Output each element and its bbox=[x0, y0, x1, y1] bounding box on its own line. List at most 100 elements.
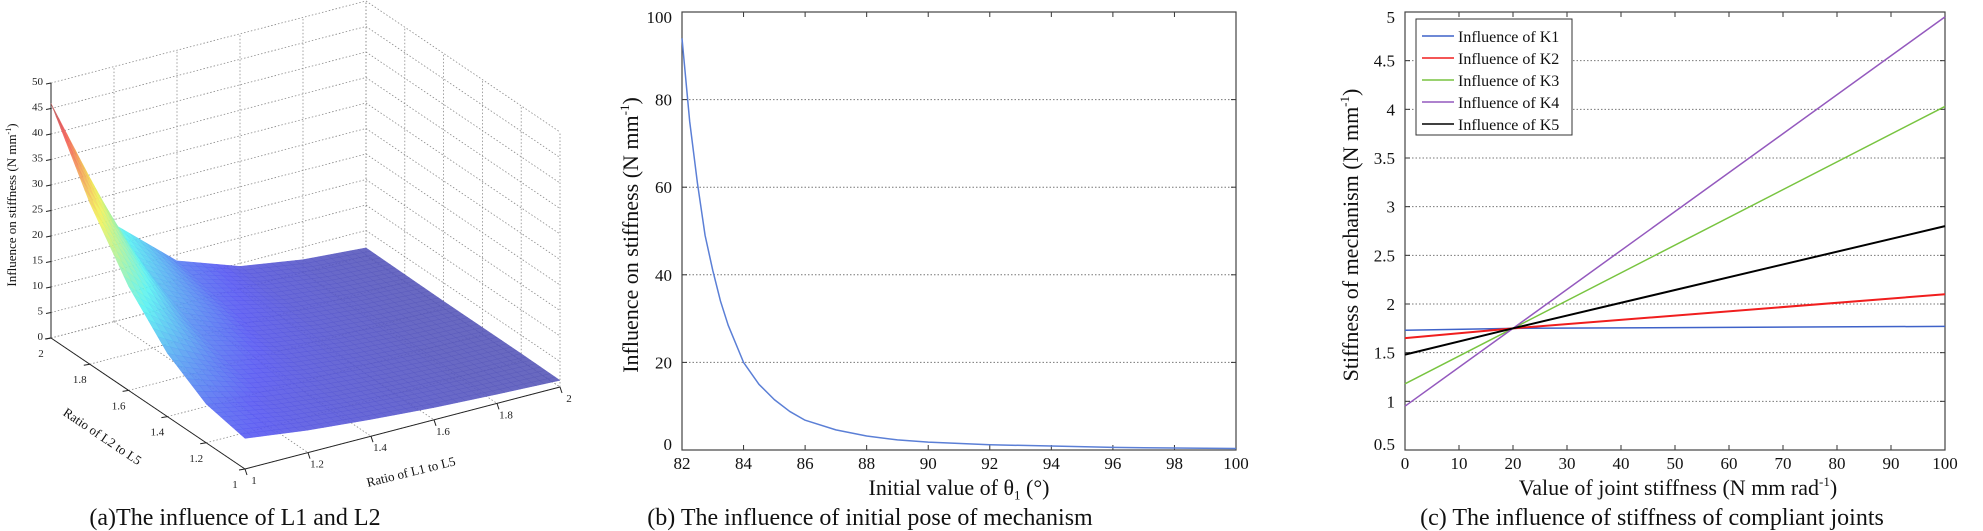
x-tick-label: 0 bbox=[1401, 454, 1410, 473]
x-tick-label: 80 bbox=[1829, 454, 1846, 473]
series-line-k2 bbox=[1404, 293, 1946, 340]
series-line-k1 bbox=[1404, 325, 1946, 332]
z-axis-label-tail: ) bbox=[4, 123, 19, 127]
x-tick-label: 1.8 bbox=[499, 409, 513, 421]
x-tick-label: 92 bbox=[981, 454, 998, 473]
x-tick bbox=[370, 436, 374, 443]
x-axis-label: Ratio of L1 to L5 bbox=[365, 453, 457, 490]
x-axis bbox=[244, 386, 561, 470]
z-tick-label: 0 bbox=[38, 331, 44, 343]
x-tick-label: 86 bbox=[797, 454, 814, 473]
legend-label-k3: Influence of K3 bbox=[1458, 73, 1559, 90]
x-tick-label: 1.4 bbox=[373, 442, 387, 454]
x-tick-label: 96 bbox=[1104, 454, 1121, 473]
x-axis-label-tail: (°) bbox=[1021, 475, 1050, 500]
x-tick-label: 98 bbox=[1166, 454, 1183, 473]
y-tick-label: 3.5 bbox=[1374, 149, 1395, 168]
z-tick bbox=[45, 108, 52, 110]
x-tick bbox=[496, 403, 500, 410]
z-tick-label: 15 bbox=[32, 255, 44, 267]
z-tick bbox=[45, 235, 52, 238]
x-tick-label: 20 bbox=[1505, 454, 1522, 473]
x-tick-label: 90 bbox=[920, 454, 937, 473]
x-axis-label-main: Value of joint stiffness (N mm rad bbox=[1519, 475, 1819, 500]
y-tick-label: 1.4 bbox=[151, 427, 165, 439]
x-axis-label-main: Initial value of θ bbox=[869, 475, 1015, 500]
y-tick-label: 40 bbox=[655, 266, 672, 285]
y-tick bbox=[122, 389, 129, 392]
y-tick-label: 80 bbox=[655, 91, 672, 110]
grid-line bbox=[365, 0, 561, 133]
grid-line bbox=[50, 102, 367, 186]
legend-label-k1: Influence of K1 bbox=[1458, 29, 1559, 46]
y-tick-label: 20 bbox=[655, 353, 672, 372]
z-tick-label: 25 bbox=[32, 204, 44, 216]
z-tick bbox=[45, 184, 52, 187]
z-tick bbox=[45, 133, 52, 136]
x-tick-label: 100 bbox=[1932, 454, 1958, 473]
y-tick-label: 3 bbox=[1387, 198, 1396, 217]
grid-line bbox=[50, 26, 367, 109]
z-tick bbox=[45, 261, 52, 263]
y-axis-label-main: Influence on stiffness (N mm bbox=[618, 115, 643, 372]
series-line-k5 bbox=[1404, 225, 1946, 356]
z-tick-label: 50 bbox=[32, 76, 44, 88]
z-tick bbox=[45, 159, 52, 161]
grid-line bbox=[365, 230, 561, 362]
y-axis-label-tail: ) bbox=[1338, 89, 1363, 96]
z-tick bbox=[45, 286, 52, 289]
z-tick-label: 5 bbox=[38, 306, 44, 318]
plot-frame bbox=[1404, 11, 1946, 451]
z-tick-label: 10 bbox=[32, 280, 44, 292]
z-tick bbox=[45, 210, 52, 212]
grid-line bbox=[365, 102, 561, 235]
y-tick bbox=[200, 442, 207, 445]
y-tick-label: 0 bbox=[664, 435, 673, 454]
legend-box bbox=[1415, 18, 1573, 136]
x-tick bbox=[433, 419, 437, 426]
x-axis-label-sub: 1 bbox=[1014, 487, 1021, 502]
chart-b-line: 0 20 40 60 80 100 82 84 86 88 90 92 94 96 98 100 Influen… bbox=[617, 8, 1249, 531]
y-tick-label: 1 bbox=[232, 479, 238, 491]
y-tick-label: 1 bbox=[1387, 392, 1396, 411]
z-axis-label-sup: -1 bbox=[4, 128, 13, 135]
x-tick bbox=[307, 452, 311, 459]
x-tick-label: 1.2 bbox=[310, 459, 324, 471]
y-tick-label: 1.5 bbox=[1374, 344, 1395, 363]
y-tick bbox=[161, 416, 168, 419]
y-tick bbox=[238, 468, 246, 471]
chart-a-surface: 0 5 10 15 20 25 30 35 40 45 50 1 1.2 1.4 1.6 1.8 2 1 1.2 1.… bbox=[4, 0, 572, 531]
x-tick-label: 90 bbox=[1883, 454, 1900, 473]
grid-line bbox=[365, 179, 561, 311]
z-tick bbox=[45, 312, 52, 314]
y-axis-label-main: Stiffness of mechanism (N mm bbox=[1338, 107, 1363, 382]
y-axis-label-sup: -1 bbox=[617, 105, 632, 116]
plot-frame bbox=[681, 11, 1237, 451]
chart-c-lines: 0.511.522.533.544.550 10 20 30 40 50 60 70 80 90 1… bbox=[1337, 8, 1958, 531]
surface-patch bbox=[546, 376, 561, 383]
x-axis-label-tail: ) bbox=[1830, 475, 1837, 500]
legend-label-k4: Influence of K4 bbox=[1458, 95, 1559, 112]
grid-line bbox=[50, 51, 367, 135]
surface-mesh bbox=[50, 103, 561, 439]
grid-line bbox=[365, 77, 561, 209]
x-axis-label: Value of joint stiffness (N mm rad-1) bbox=[1519, 474, 1837, 500]
y-tick-label: 1.8 bbox=[73, 374, 87, 386]
y-tick-label: 1.6 bbox=[112, 400, 126, 412]
grid-line bbox=[365, 153, 561, 286]
y-axis-label: Stiffness of mechanism (N mm-1) bbox=[1337, 89, 1363, 382]
y-tick-label: 0.5 bbox=[1374, 435, 1395, 454]
y-tick-label: 4.5 bbox=[1374, 52, 1395, 71]
surface-patch bbox=[60, 128, 74, 154]
legend-label-k2: Influence of K2 bbox=[1458, 51, 1559, 68]
x-tick-label: 1 bbox=[251, 475, 257, 487]
y-axis-label: Ratio of L2 to L5 bbox=[61, 405, 145, 468]
x-tick-label: 30 bbox=[1559, 454, 1576, 473]
x-tick-label: 100 bbox=[1223, 454, 1249, 473]
grid-line bbox=[50, 77, 367, 160]
caption-a: (a)The influence of L1 and L2 bbox=[89, 505, 380, 531]
x-tick-label: 2 bbox=[566, 393, 572, 405]
y-tick-label: 2.5 bbox=[1374, 246, 1395, 265]
x-tick-label: 88 bbox=[858, 454, 875, 473]
